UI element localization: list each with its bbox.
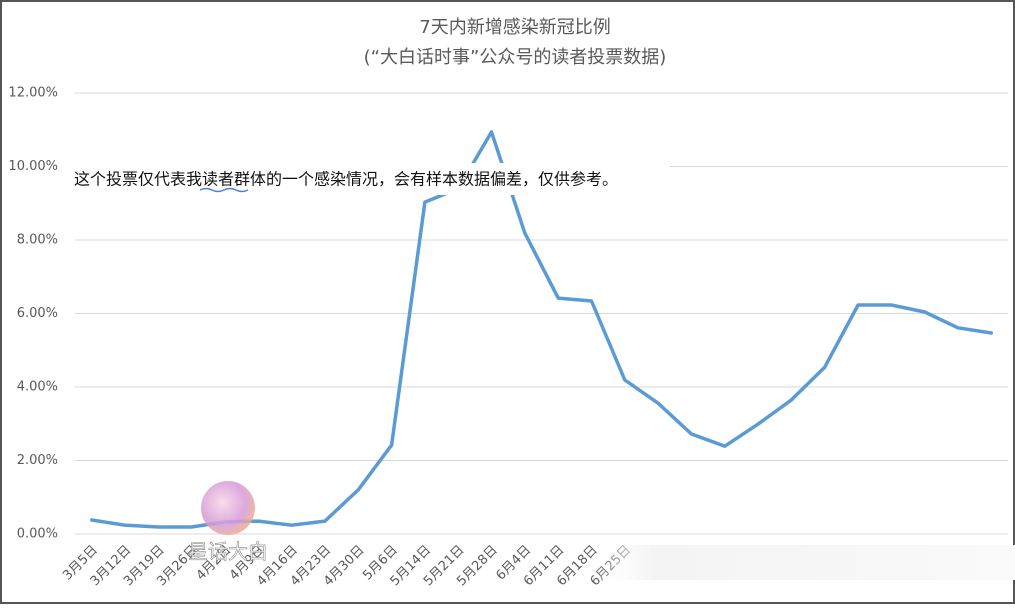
watermark: 星话大白 (188, 540, 268, 564)
chart-title: 7天内新增感染新冠比例 (419, 17, 610, 38)
y-tick-label: 8.00% (17, 233, 58, 248)
annotation: 这个投票仅代表我读者群体的一个感染情况，会有样本数据偏差，仅供参考。 (74, 170, 618, 189)
y-tick-label: 4.00% (17, 380, 58, 395)
y-tick-label: 2.00% (17, 453, 58, 468)
spell-underline (199, 187, 249, 193)
y-tick-label: 6.00% (17, 306, 58, 321)
y-tick-label: 10.00% (8, 159, 58, 174)
watermark-logo (201, 481, 255, 535)
y-tick-label: 12.00% (8, 86, 58, 101)
blur-overlay (590, 545, 1015, 580)
y-tick-label: 0.00% (17, 527, 58, 542)
chart-subtitle: (“大白话时事”公众号的读者投票数据) (364, 47, 667, 68)
annotation-bg (70, 163, 670, 195)
